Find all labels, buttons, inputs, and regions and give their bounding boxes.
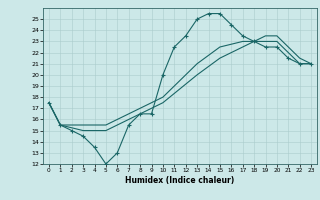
X-axis label: Humidex (Indice chaleur): Humidex (Indice chaleur): [125, 176, 235, 185]
